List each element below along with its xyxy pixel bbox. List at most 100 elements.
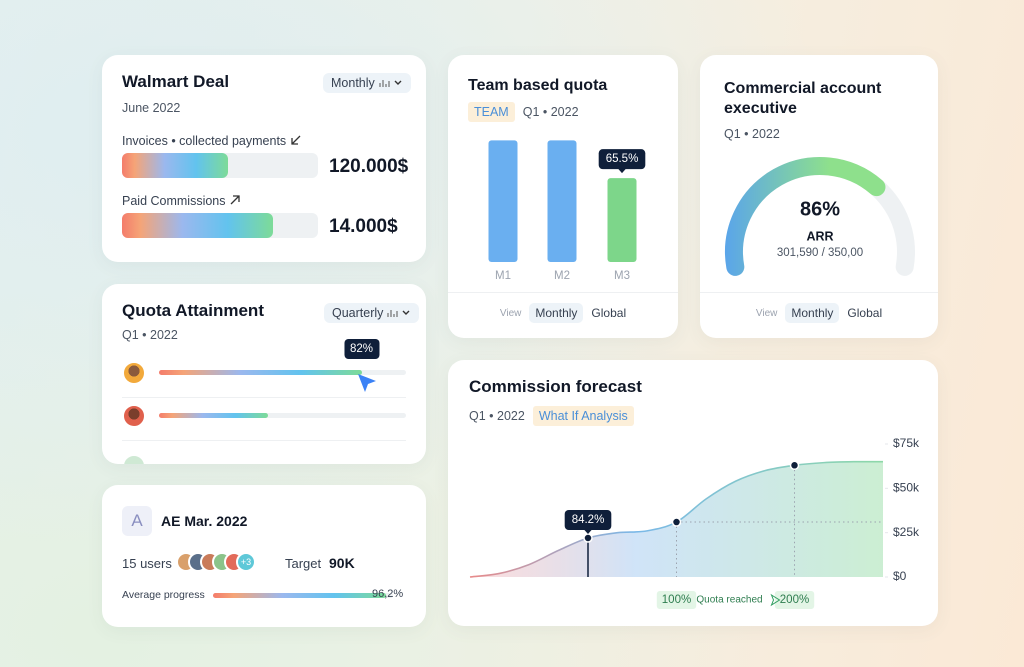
tooltip-box bbox=[598, 149, 646, 170]
label: Invoices • collected payments bbox=[122, 134, 287, 148]
progress-label: Average progress bbox=[122, 589, 205, 601]
gauge-value bbox=[725, 157, 886, 276]
card-title: Commercial account executive bbox=[724, 80, 882, 117]
area-fill bbox=[470, 461, 883, 577]
view-controls: View Monthly Global bbox=[448, 292, 678, 323]
quota-card: Quota Attainment Quarterly Q1 • 2022 82% bbox=[102, 284, 426, 464]
period: Monthly bbox=[331, 76, 375, 90]
users: 15 users bbox=[122, 556, 172, 571]
view-option[interactable]: Global bbox=[847, 306, 883, 320]
chart: M1 M2 M3 65.5% bbox=[488, 140, 646, 282]
gauge-value-label: 86% bbox=[800, 198, 840, 220]
team-card: Team based quota TEAM Q1 • 2022 M1 M2 M3 65.… bbox=[448, 55, 678, 338]
x-tick-label: 200% bbox=[780, 594, 809, 606]
forecast-card: Commission forecast Q1 • 2022 What If Ana… bbox=[448, 360, 938, 626]
progress-track: 82% bbox=[159, 339, 406, 375]
separator bbox=[122, 440, 406, 441]
avatar bbox=[122, 404, 146, 428]
view-controls: View Monthly Global bbox=[700, 292, 938, 323]
tag: TEAM bbox=[468, 102, 515, 122]
x-tick-label: 100% bbox=[662, 594, 691, 606]
progress-value: 96,2% bbox=[372, 588, 404, 600]
x-tick-label: M3 bbox=[614, 270, 630, 282]
progress-fill bbox=[213, 593, 387, 598]
bar bbox=[488, 140, 518, 262]
period: Quarterly bbox=[332, 306, 384, 320]
gauge-label: ARR bbox=[806, 229, 833, 243]
extra-users: +3 bbox=[236, 552, 256, 572]
gauge-detail: 301,590 / 350,00 bbox=[777, 247, 863, 259]
tag: What If Analysis bbox=[532, 406, 634, 426]
date: Q1 • 2022 bbox=[724, 127, 780, 141]
separator bbox=[122, 397, 406, 398]
chart: 86% ARR 301,590 / 350,00 bbox=[725, 157, 915, 276]
progress-track bbox=[122, 213, 318, 238]
view-option[interactable]: Monthly bbox=[785, 303, 840, 323]
y-tick-label: $50k bbox=[893, 481, 920, 495]
tooltip-pointer bbox=[584, 529, 592, 534]
x-tick-pill bbox=[774, 591, 815, 609]
y-tick-label: $0 bbox=[893, 569, 907, 583]
avatar bbox=[122, 454, 146, 464]
bar bbox=[607, 178, 637, 262]
icon bbox=[230, 195, 240, 205]
progress-track bbox=[213, 593, 393, 598]
date: Q1 • 2022 bbox=[469, 409, 525, 423]
icon bbox=[291, 135, 301, 145]
period-selector[interactable]: Monthly bbox=[323, 73, 411, 93]
x-tick-pill bbox=[656, 591, 697, 609]
card-title: Team based quota bbox=[468, 77, 608, 94]
view-label: View bbox=[755, 307, 778, 319]
amount: 120.000$ bbox=[329, 156, 409, 177]
date: Q1 • 2022 bbox=[122, 328, 178, 342]
annotation-icon bbox=[770, 593, 781, 607]
target: 90K bbox=[329, 555, 355, 571]
progress-fill bbox=[159, 413, 268, 418]
avatar-letter: A bbox=[122, 506, 152, 536]
x-tick-label: M2 bbox=[554, 270, 570, 282]
ae-card: A AE Mar. 2022 15 users +3 Target 90K Av… bbox=[102, 485, 426, 627]
icon bbox=[387, 310, 410, 317]
bar bbox=[547, 140, 577, 262]
progress-track bbox=[159, 413, 406, 418]
date: Q1 • 2022 bbox=[522, 105, 579, 119]
cursor bbox=[358, 374, 376, 392]
chart: $0 $25k $50k $75k 100% 200% Quota reached 84.2% bbox=[469, 436, 920, 609]
x-tick-label: M1 bbox=[495, 270, 511, 282]
marker bbox=[583, 533, 593, 543]
progress-fill bbox=[122, 153, 228, 178]
value-tooltip: 84.2% bbox=[564, 509, 612, 534]
value-label: 65.5% bbox=[606, 153, 639, 165]
period-selector[interactable]: Quarterly bbox=[324, 303, 420, 323]
view-option[interactable]: Monthly bbox=[529, 303, 584, 323]
y-tick-label: $75k bbox=[893, 436, 920, 450]
tooltip-box bbox=[564, 509, 612, 530]
value-label: 84.2% bbox=[572, 514, 605, 526]
y-tick-label: $25k bbox=[893, 525, 920, 539]
card-title: Walmart Deal bbox=[122, 72, 230, 91]
amount: 14.000$ bbox=[329, 216, 398, 237]
progress-track bbox=[122, 153, 318, 178]
progress-tooltip: 82% bbox=[344, 339, 380, 359]
date: June 2022 bbox=[122, 101, 181, 115]
executive-card: Commercial account executive Q1 • 2022 8… bbox=[700, 55, 938, 338]
annotation: Quota reached bbox=[696, 595, 762, 606]
meta: TEAM Q1 • 2022 bbox=[468, 102, 579, 122]
label: Paid Commissions bbox=[122, 194, 226, 208]
marker bbox=[789, 460, 800, 471]
progress-fill bbox=[122, 213, 273, 238]
value-tooltip: 65.5% bbox=[598, 149, 646, 174]
icon bbox=[379, 80, 402, 87]
card-title: Commission forecast bbox=[469, 377, 642, 396]
card-title: AE Mar. 2022 bbox=[161, 513, 248, 529]
target-label: Target bbox=[285, 556, 322, 571]
row-label: Paid Commissions bbox=[122, 194, 241, 208]
row-label: Invoices • collected payments bbox=[122, 134, 302, 148]
meta: Q1 • 2022 What If Analysis bbox=[469, 406, 634, 426]
tooltip-pointer bbox=[618, 168, 626, 174]
view-option[interactable]: Global bbox=[591, 306, 627, 320]
walmart-card: Walmart Deal Monthly June 2022 Invoices … bbox=[102, 55, 426, 262]
card-title: Quota Attainment bbox=[122, 301, 264, 320]
progress-fill bbox=[159, 370, 362, 375]
